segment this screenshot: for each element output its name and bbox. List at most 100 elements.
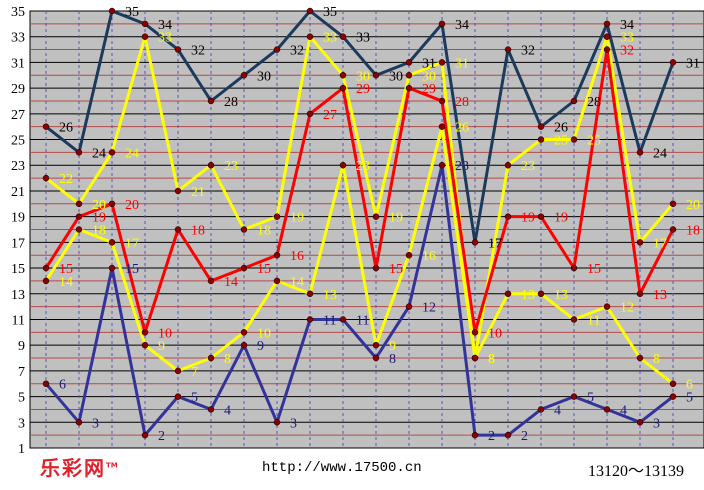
data-label-s1-7: 30 <box>257 69 271 84</box>
data-point-s3-10 <box>339 84 347 92</box>
data-point-s1-4 <box>141 20 149 28</box>
data-point-s2-3 <box>108 149 116 156</box>
data-label-s5-8: 3 <box>290 416 297 431</box>
data-point-s4-3 <box>108 239 116 246</box>
data-point-s5-16 <box>537 406 545 413</box>
data-point-s1-1 <box>42 123 50 130</box>
data-label-s3-12: 29 <box>422 82 436 97</box>
data-label-s2-7: 18 <box>257 224 271 239</box>
data-point-s5-14 <box>471 431 479 439</box>
data-label-s1-17: 28 <box>587 95 601 110</box>
data-label-s2-17: 25 <box>587 134 601 149</box>
data-label-s2-5: 21 <box>191 185 205 200</box>
data-point-s5-6 <box>207 406 215 413</box>
data-point-s2-6 <box>207 161 215 169</box>
data-label-s4-15: 13 <box>521 288 535 303</box>
data-label-s4-18: 12 <box>620 301 634 316</box>
data-point-s1-17 <box>570 97 578 105</box>
data-point-s4-4 <box>141 341 149 349</box>
data-label-s5-2: 3 <box>92 416 99 431</box>
data-label-s5-11: 8 <box>389 352 396 367</box>
data-label-s4-9: 13 <box>323 288 337 303</box>
data-point-s3-8 <box>273 251 281 259</box>
data-point-s3-17 <box>570 264 578 272</box>
data-label-s3-8: 16 <box>290 249 304 264</box>
series-line-4 <box>44 125 674 385</box>
data-label-s3-4: 10 <box>158 326 172 341</box>
data-point-s5-7 <box>240 341 248 349</box>
data-point-s3-13 <box>438 97 446 105</box>
brand-name: 乐彩网 <box>40 456 106 480</box>
y-tick-label-35: 35 <box>11 5 25 20</box>
data-label-s3-6: 14 <box>224 275 238 290</box>
series-line-3 <box>44 48 675 334</box>
data-point-s2-2 <box>75 200 83 208</box>
y-tick-label-25: 25 <box>11 134 25 149</box>
series-line-2 <box>45 35 675 360</box>
data-point-s3-7 <box>240 264 248 272</box>
data-label-s1-12: 31 <box>422 56 436 71</box>
data-label-s4-4: 9 <box>158 339 165 354</box>
data-point-s4-11 <box>372 341 380 349</box>
data-label-s2-4: 33 <box>158 31 172 46</box>
data-point-s3-18 <box>603 46 611 53</box>
data-point-s4-18 <box>603 303 611 310</box>
y-tick-label-21: 21 <box>11 185 25 200</box>
y-tick-label-3: 3 <box>18 416 25 431</box>
data-point-s3-15 <box>504 213 512 220</box>
data-label-s1-19: 24 <box>653 146 667 161</box>
data-label-s2-20: 20 <box>686 198 700 213</box>
data-point-s2-4 <box>141 33 149 40</box>
data-point-s1-14 <box>471 239 479 246</box>
data-label-s5-18: 4 <box>620 403 627 418</box>
data-label-s2-13: 31 <box>455 56 469 71</box>
data-point-s2-7 <box>240 226 248 233</box>
data-label-s1-1: 26 <box>59 121 73 136</box>
data-point-s1-12 <box>405 59 413 66</box>
data-label-s1-9: 35 <box>323 5 337 20</box>
data-label-s5-14: 2 <box>488 429 495 444</box>
data-label-s2-2: 20 <box>92 198 106 213</box>
data-label-s5-10: 11 <box>356 313 369 328</box>
series-line-1 <box>45 9 675 244</box>
data-points <box>42 7 677 439</box>
data-point-s2-19 <box>636 239 644 246</box>
data-label-s4-5: 7 <box>191 365 198 380</box>
data-point-s4-5 <box>174 367 182 375</box>
y-tick-label-29: 29 <box>11 82 25 97</box>
data-point-s4-1 <box>42 277 50 285</box>
data-label-s1-11: 30 <box>389 69 403 84</box>
data-point-s3-20 <box>669 226 677 233</box>
y-tick-label-5: 5 <box>18 391 25 406</box>
data-point-s3-1 <box>42 264 50 272</box>
data-label-s4-12: 16 <box>422 249 436 264</box>
y-tick-label-31: 31 <box>11 56 25 71</box>
data-point-s5-18 <box>603 406 611 413</box>
data-label-s1-14: 17 <box>488 236 502 251</box>
data-label-s1-16: 26 <box>554 121 568 136</box>
data-point-s5-12 <box>405 303 413 310</box>
data-label-s1-3: 35 <box>125 5 139 20</box>
data-label-s3-18: 32 <box>620 44 634 59</box>
data-label-s5-13: 23 <box>455 159 469 174</box>
data-point-s2-9 <box>306 33 314 40</box>
data-point-s4-7 <box>240 329 248 336</box>
data-label-s4-6: 8 <box>224 352 231 367</box>
data-label-s5-3: 15 <box>125 262 139 277</box>
data-point-s4-13 <box>438 123 446 130</box>
data-point-s3-4 <box>141 329 149 336</box>
data-point-s1-9 <box>306 7 314 15</box>
data-point-s3-9 <box>306 110 314 118</box>
site-url[interactable]: http://www.17500.cn <box>262 460 422 476</box>
data-point-s4-15 <box>504 290 512 298</box>
data-label-s2-9: 33 <box>323 31 337 46</box>
data-label-s4-2: 18 <box>92 224 106 239</box>
data-point-s5-5 <box>174 393 182 400</box>
data-point-s3-16 <box>537 213 545 220</box>
data-label-s4-16: 13 <box>554 288 568 303</box>
data-point-s3-6 <box>207 277 215 285</box>
data-point-s4-8 <box>273 277 281 285</box>
